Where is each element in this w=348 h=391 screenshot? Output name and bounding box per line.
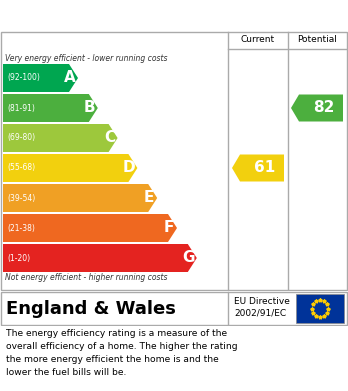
Polygon shape bbox=[3, 124, 118, 152]
Text: A: A bbox=[64, 70, 76, 86]
Text: (81-91): (81-91) bbox=[7, 104, 35, 113]
Polygon shape bbox=[3, 184, 157, 212]
Text: (55-68): (55-68) bbox=[7, 163, 35, 172]
Text: Energy Efficiency Rating: Energy Efficiency Rating bbox=[54, 7, 294, 25]
Text: (39-54): (39-54) bbox=[7, 194, 35, 203]
Text: B: B bbox=[84, 100, 96, 115]
Text: EU Directive
2002/91/EC: EU Directive 2002/91/EC bbox=[234, 297, 290, 317]
Text: The energy efficiency rating is a measure of the
overall efficiency of a home. T: The energy efficiency rating is a measur… bbox=[6, 329, 238, 377]
Text: F: F bbox=[164, 221, 174, 235]
Text: C: C bbox=[104, 131, 115, 145]
Polygon shape bbox=[232, 154, 284, 181]
Polygon shape bbox=[3, 214, 177, 242]
Text: Potential: Potential bbox=[298, 36, 338, 45]
Text: England & Wales: England & Wales bbox=[6, 300, 176, 318]
Text: G: G bbox=[183, 251, 195, 265]
Text: Not energy efficient - higher running costs: Not energy efficient - higher running co… bbox=[5, 273, 167, 283]
Text: Very energy efficient - lower running costs: Very energy efficient - lower running co… bbox=[5, 54, 167, 63]
Polygon shape bbox=[3, 64, 78, 92]
Polygon shape bbox=[3, 154, 137, 182]
Text: (69-80): (69-80) bbox=[7, 133, 35, 142]
Text: Current: Current bbox=[241, 36, 275, 45]
Text: 61: 61 bbox=[254, 160, 276, 176]
Text: (92-100): (92-100) bbox=[7, 74, 40, 83]
Text: (1-20): (1-20) bbox=[7, 253, 30, 262]
Polygon shape bbox=[3, 94, 98, 122]
Polygon shape bbox=[291, 95, 343, 122]
Text: E: E bbox=[144, 190, 155, 206]
Text: 82: 82 bbox=[313, 100, 335, 115]
Text: (21-38): (21-38) bbox=[7, 224, 35, 233]
Polygon shape bbox=[3, 244, 197, 272]
Bar bbox=[296, 294, 344, 323]
Text: D: D bbox=[123, 160, 136, 176]
